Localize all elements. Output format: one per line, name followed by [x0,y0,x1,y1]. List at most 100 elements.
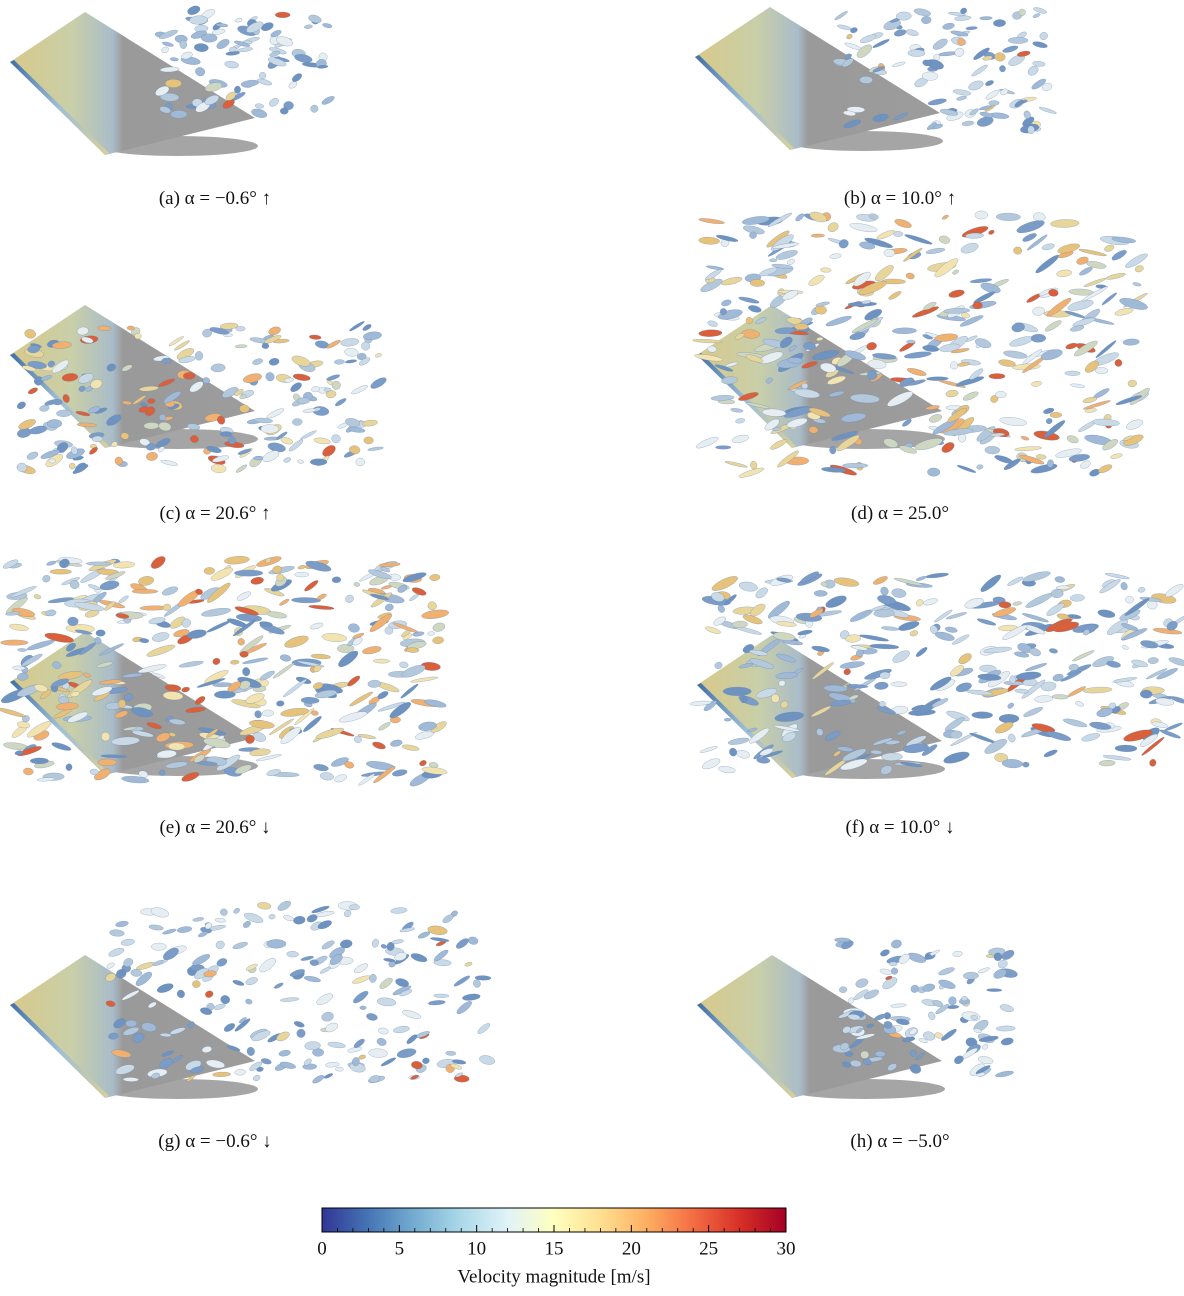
vortex [74,602,105,611]
caption-text: α = 10.0° ↓ [869,817,954,838]
vortex [1098,464,1113,474]
vortex [122,400,132,405]
vortex [291,73,303,82]
vortex [775,250,798,260]
vortex [215,23,229,28]
vortex [138,576,155,586]
vortex [856,1033,875,1040]
vortex [232,941,248,950]
vortex [952,269,959,275]
vortex [419,760,427,767]
vortex [192,954,211,966]
vortex [192,917,205,922]
vortex [1041,82,1053,91]
vortex [380,944,388,949]
vortex [276,573,285,582]
vortex [105,1000,116,1007]
vortex [212,657,221,665]
vortex [1031,78,1047,90]
vortex [1012,601,1023,606]
vortex [971,711,993,719]
vortex [1027,125,1035,135]
vortex [965,26,978,31]
vortex [954,1055,964,1065]
wing [10,12,258,156]
vortex [310,458,328,466]
vortex [883,1021,893,1029]
vortex [982,55,993,61]
vortex [1083,629,1090,636]
vortex [868,213,879,220]
caption-label: (a) [159,188,180,209]
wing [697,955,945,1099]
vortex [322,23,333,29]
vortex [123,958,134,967]
vortex [17,648,27,652]
caption: (d) α = 25.0° [851,503,949,524]
vortex [711,592,725,602]
vortex [210,363,226,373]
vortex [421,609,449,619]
caption: (e) α = 20.6° ↓ [159,817,270,838]
vortex [1114,359,1123,367]
vortex [75,411,91,417]
vortex [254,417,273,424]
vortex [950,731,978,747]
vortex [863,1058,872,1066]
panel: (e) α = 20.6° ↓ [0,556,449,838]
vortex [909,630,919,637]
vortex [235,326,246,332]
vortex [255,754,282,762]
vortex [778,680,786,687]
vortex [276,431,288,440]
vortex [139,605,167,611]
vortex [755,316,767,325]
vortex [1072,317,1096,327]
vortex [1018,454,1045,465]
vortex [856,649,864,657]
vortex [237,448,252,455]
vortex [880,949,890,957]
vortex [848,694,859,701]
vortex [345,359,357,364]
vortex [963,971,979,980]
vortex [348,904,360,911]
vortex [181,51,193,60]
vortex [325,1022,338,1033]
vortex [16,462,28,473]
vortex [956,465,977,473]
vortex [723,717,732,722]
vortex [811,645,830,653]
vortex [939,343,961,352]
vortex [714,364,734,372]
vortex [49,569,72,575]
vortex [161,357,172,364]
vortex [922,59,932,67]
vortex [232,980,245,986]
vortex [321,1011,334,1022]
vortex [296,397,311,405]
vortex [931,698,949,708]
vortex [279,1061,296,1069]
vortex [197,931,209,938]
vortex [980,282,1001,294]
vortex [283,457,291,463]
vortex [1057,243,1080,254]
vortex [1070,383,1086,388]
vortex [59,558,70,569]
vortex [821,467,846,473]
vortex [843,668,851,676]
vortex [148,924,164,931]
vortex [313,437,331,445]
vortex [740,695,748,704]
colorbar-label: Velocity magnitude [m/s] [457,1266,650,1287]
vortex [698,236,720,245]
vortex [960,242,979,254]
vortex [234,389,244,396]
vortex [770,439,788,450]
vortex [158,421,172,432]
vortex [122,1027,140,1036]
colorbar-tick-label: 25 [699,1238,718,1259]
vortex [1063,718,1088,728]
vortex [138,385,159,392]
